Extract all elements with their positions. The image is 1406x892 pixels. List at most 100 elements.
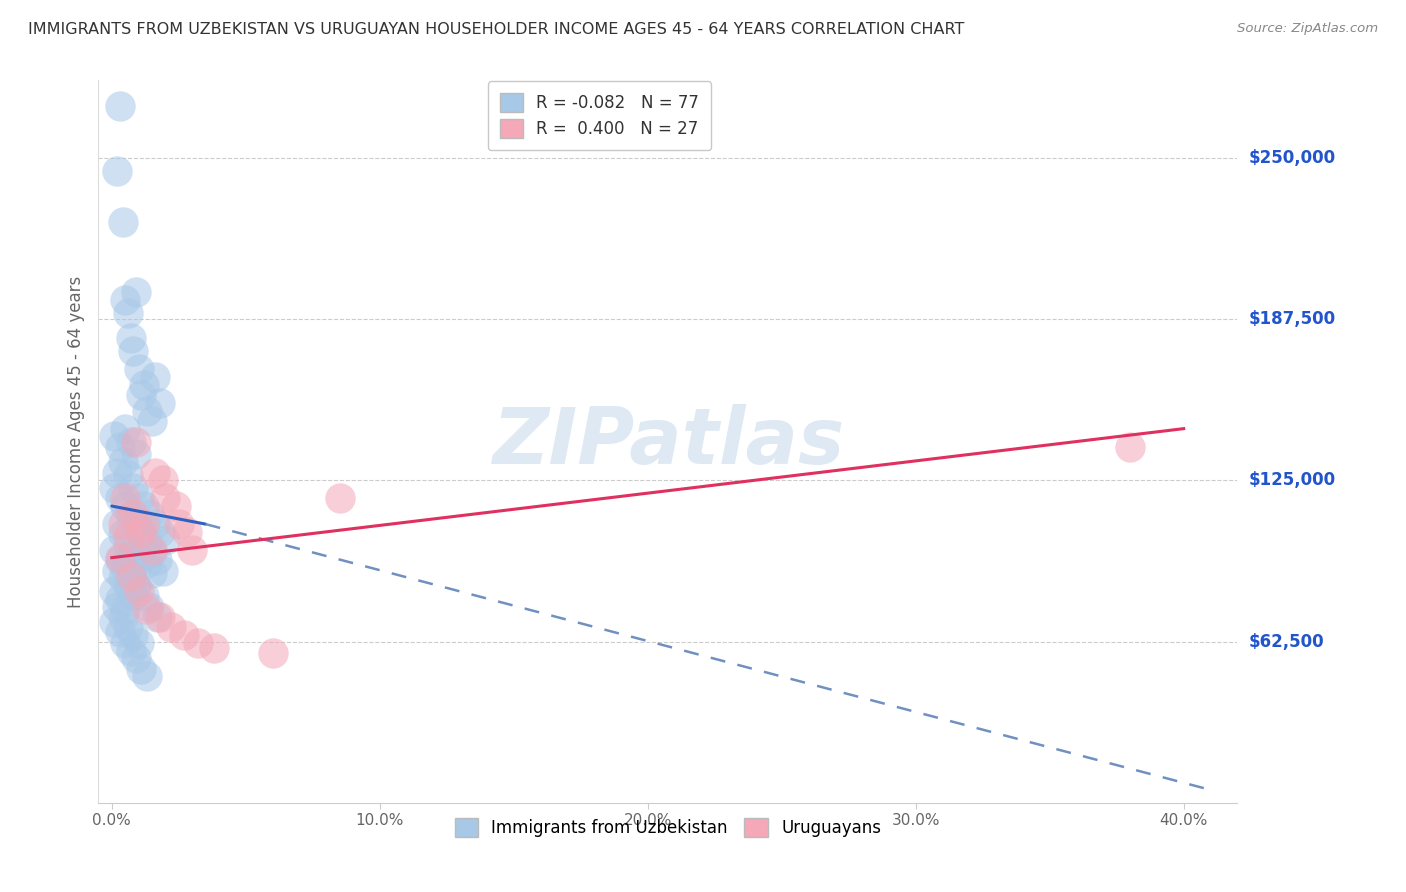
Point	[117, 305, 139, 319]
Point	[120, 568, 142, 582]
Point	[125, 447, 148, 461]
Text: IMMIGRANTS FROM UZBEKISTAN VS URUGUAYAN HOUSEHOLDER INCOME AGES 45 - 64 YEARS CO: IMMIGRANTS FROM UZBEKISTAN VS URUGUAYAN …	[28, 22, 965, 37]
Point	[105, 466, 128, 480]
Point	[135, 556, 157, 570]
Point	[129, 388, 152, 402]
Point	[111, 455, 134, 469]
Point	[111, 527, 134, 541]
Point	[135, 535, 157, 549]
Point	[128, 553, 150, 567]
Point	[122, 628, 145, 642]
Point	[114, 491, 136, 506]
Point	[122, 507, 145, 521]
Point	[125, 517, 148, 532]
Point	[141, 542, 163, 557]
Point	[117, 538, 139, 552]
Text: $250,000: $250,000	[1249, 149, 1336, 167]
Point	[138, 507, 160, 521]
Point	[120, 568, 142, 582]
Text: Source: ZipAtlas.com: Source: ZipAtlas.com	[1237, 22, 1378, 36]
Point	[111, 571, 134, 585]
Point	[155, 491, 177, 506]
Point	[117, 468, 139, 483]
Point	[152, 564, 174, 578]
Text: ZIPatlas: ZIPatlas	[492, 403, 844, 480]
Point	[128, 584, 150, 599]
Point	[129, 524, 152, 539]
Point	[114, 422, 136, 436]
Point	[122, 545, 145, 559]
Point	[129, 527, 152, 541]
Point	[125, 434, 148, 449]
Point	[143, 517, 166, 532]
Point	[132, 499, 155, 513]
Point	[108, 440, 131, 454]
Point	[143, 370, 166, 384]
Point	[173, 628, 195, 642]
Point	[117, 530, 139, 544]
Point	[181, 542, 204, 557]
Point	[202, 640, 225, 655]
Point	[120, 331, 142, 345]
Point	[149, 610, 172, 624]
Point	[108, 491, 131, 506]
Point	[103, 429, 125, 443]
Point	[146, 610, 169, 624]
Point	[103, 481, 125, 495]
Point	[141, 566, 163, 581]
Point	[128, 636, 150, 650]
Point	[138, 599, 160, 614]
Point	[129, 548, 152, 562]
Point	[132, 377, 155, 392]
Point	[149, 524, 172, 539]
Point	[114, 499, 136, 513]
Point	[167, 517, 190, 532]
Point	[103, 584, 125, 599]
Point	[149, 396, 172, 410]
Point	[108, 625, 131, 640]
Point	[114, 561, 136, 575]
Point	[165, 499, 187, 513]
Point	[176, 524, 198, 539]
Point	[141, 545, 163, 559]
Point	[111, 610, 134, 624]
Point	[120, 568, 142, 582]
Point	[329, 491, 352, 506]
Point	[143, 466, 166, 480]
Point	[122, 344, 145, 359]
Point	[152, 473, 174, 487]
Point	[122, 481, 145, 495]
Point	[262, 646, 284, 660]
Point	[132, 517, 155, 532]
Point	[125, 579, 148, 593]
Point	[105, 517, 128, 532]
Point	[135, 602, 157, 616]
Point	[122, 590, 145, 604]
Point	[1119, 440, 1142, 454]
Text: $187,500: $187,500	[1249, 310, 1336, 328]
Text: $125,000: $125,000	[1249, 471, 1336, 489]
Point	[141, 414, 163, 428]
Point	[155, 533, 177, 547]
Point	[114, 636, 136, 650]
Point	[129, 662, 152, 676]
Point	[125, 651, 148, 665]
Point	[159, 620, 181, 634]
Text: $62,500: $62,500	[1249, 632, 1324, 650]
Point	[114, 602, 136, 616]
Point	[111, 215, 134, 229]
Point	[105, 163, 128, 178]
Point	[105, 564, 128, 578]
Point	[128, 362, 150, 376]
Point	[108, 591, 131, 606]
Point	[117, 620, 139, 634]
Point	[105, 599, 128, 614]
Point	[125, 579, 148, 593]
Point	[108, 99, 131, 113]
Point	[128, 491, 150, 506]
Point	[120, 509, 142, 524]
Point	[120, 643, 142, 657]
Point	[117, 579, 139, 593]
Legend: Immigrants from Uzbekistan, Uruguayans: Immigrants from Uzbekistan, Uruguayans	[443, 806, 893, 848]
Point	[111, 517, 134, 532]
